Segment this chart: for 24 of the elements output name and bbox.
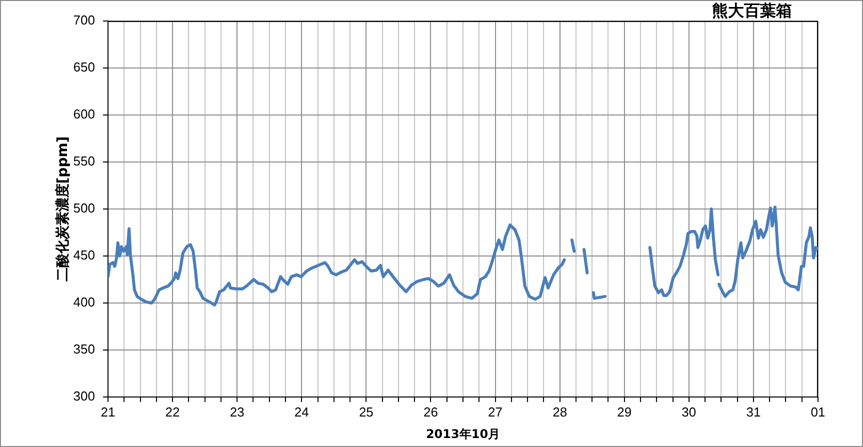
x-axis-title: 2013年10月 bbox=[426, 426, 500, 441]
x-tick-label: 30 bbox=[682, 404, 696, 420]
y-tick-label: 400 bbox=[73, 294, 95, 310]
y-tick-label: 650 bbox=[73, 60, 95, 75]
x-tick-label: 28 bbox=[552, 404, 568, 420]
y-tick-label: 550 bbox=[73, 154, 95, 169]
y-tick-label: 350 bbox=[73, 342, 95, 357]
y-tick-label: 450 bbox=[73, 248, 95, 263]
x-tick-label: 24 bbox=[294, 404, 309, 420]
x-tick-label: 01 bbox=[810, 404, 826, 420]
x-tick-label: 23 bbox=[230, 404, 244, 420]
y-tick-label: 500 bbox=[73, 200, 95, 216]
chart-title: 熊大百葉箱 bbox=[712, 1, 792, 20]
x-tick-label: 26 bbox=[423, 404, 438, 420]
y-tick-label: 700 bbox=[73, 12, 95, 28]
y-tick-label: 300 bbox=[73, 388, 95, 404]
x-tick-label: 27 bbox=[488, 404, 503, 420]
x-tick-label: 21 bbox=[100, 404, 116, 420]
y-axis-title: 二酸化炭素濃度[ppm] bbox=[54, 136, 72, 282]
x-tick-label: 29 bbox=[617, 404, 632, 420]
x-tick-label: 25 bbox=[358, 404, 374, 420]
x-tick-label: 31 bbox=[746, 404, 761, 420]
x-tick-label: 22 bbox=[165, 404, 180, 420]
y-tick-label: 600 bbox=[73, 106, 95, 122]
